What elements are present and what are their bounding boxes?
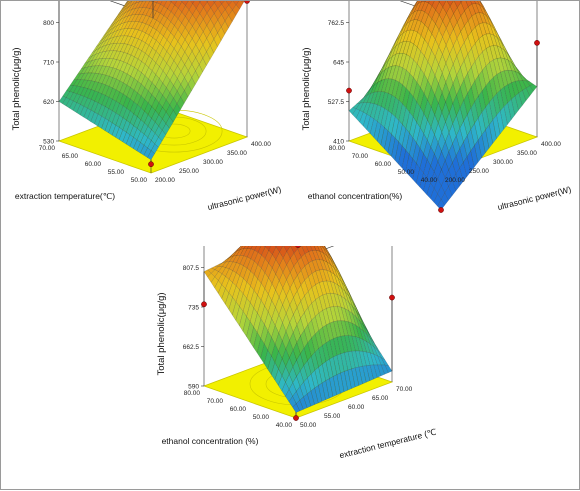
z-axis-title: Total phenolic(μg/g) bbox=[301, 47, 312, 130]
y-tick-label: 70.00 bbox=[39, 145, 56, 152]
z-axis-title: Total phenolic(μg/g) bbox=[156, 292, 167, 375]
design-point bbox=[148, 162, 153, 167]
x-tick-label: 350.00 bbox=[227, 150, 247, 157]
z-tick-label: 762.5 bbox=[328, 20, 345, 27]
surface-plot-a: 530620710800890200.00250.00300.00350.004… bbox=[1, 1, 291, 246]
y-tick-label: 50.00 bbox=[131, 177, 148, 184]
z-tick-label: 735 bbox=[188, 305, 199, 312]
x-tick-label: 400.00 bbox=[541, 141, 561, 148]
design-point bbox=[346, 88, 351, 93]
surface-plot-c: 590662.5735807.588050.0055.0060.0065.007… bbox=[146, 246, 436, 491]
y-tick-label: 50.00 bbox=[253, 414, 270, 421]
x-tick-label: 250.00 bbox=[469, 168, 489, 175]
x-axis-title: ultrasonic power(W) bbox=[496, 184, 572, 212]
x-tick-label: 300.00 bbox=[493, 159, 513, 166]
x-tick-label: 200.00 bbox=[155, 177, 175, 184]
x-tick-label: 400.00 bbox=[251, 141, 271, 148]
y-tick-label: 55.00 bbox=[108, 169, 125, 176]
x-tick-label: 300.00 bbox=[203, 159, 223, 166]
z-tick-label: 807.5 bbox=[183, 265, 200, 272]
z-tick-label: 645 bbox=[333, 60, 344, 67]
y-axis-title: extraction temperature(℃) bbox=[15, 191, 115, 201]
response-surface bbox=[349, 1, 537, 210]
y-tick-label: 80.00 bbox=[329, 145, 346, 152]
design-point bbox=[293, 415, 298, 420]
surface-plot-b: 410527.5645762.5880200.00250.00300.00350… bbox=[291, 1, 580, 246]
y-tick-label: 70.00 bbox=[207, 398, 224, 405]
x-tick-label: 70.00 bbox=[396, 386, 413, 393]
x-tick-label: 250.00 bbox=[179, 168, 199, 175]
x-tick-label: 50.00 bbox=[300, 422, 317, 429]
z-tick-label: 527.5 bbox=[328, 99, 345, 106]
y-tick-label: 40.00 bbox=[421, 177, 438, 184]
x-axis-title: ultrasonic power(W) bbox=[206, 184, 282, 212]
x-tick-label: 60.00 bbox=[348, 404, 365, 411]
y-tick-label: 40.00 bbox=[276, 422, 293, 429]
y-tick-label: 65.00 bbox=[62, 153, 79, 160]
x-axis-title: extraction temperature (℃) bbox=[338, 426, 436, 461]
z-axis-title: Total phenolic(μg/g) bbox=[11, 47, 22, 130]
x-tick-label: 55.00 bbox=[324, 413, 341, 420]
y-tick-label: 70.00 bbox=[352, 153, 369, 160]
design-point bbox=[244, 1, 249, 4]
y-tick-label: 80.00 bbox=[184, 390, 201, 397]
design-point bbox=[534, 40, 539, 45]
x-tick-label: 200.00 bbox=[445, 177, 465, 184]
y-tick-label: 50.00 bbox=[398, 169, 415, 176]
x-tick-label: 350.00 bbox=[517, 150, 537, 157]
y-tick-label: 60.00 bbox=[85, 161, 102, 168]
x-tick-label: 65.00 bbox=[372, 395, 389, 402]
y-axis-title: ethanol concentration (%) bbox=[162, 436, 259, 446]
z-tick-label: 710 bbox=[43, 60, 54, 67]
design-point bbox=[389, 295, 394, 300]
y-axis-title: ethanol concentration(%) bbox=[308, 191, 403, 201]
z-tick-label: 800 bbox=[43, 20, 54, 27]
design-point bbox=[201, 302, 206, 307]
z-tick-label: 620 bbox=[43, 99, 54, 106]
y-tick-label: 60.00 bbox=[230, 406, 247, 413]
z-tick-label: 662.5 bbox=[183, 344, 200, 351]
y-tick-label: 60.00 bbox=[375, 161, 392, 168]
design-point bbox=[438, 207, 443, 212]
